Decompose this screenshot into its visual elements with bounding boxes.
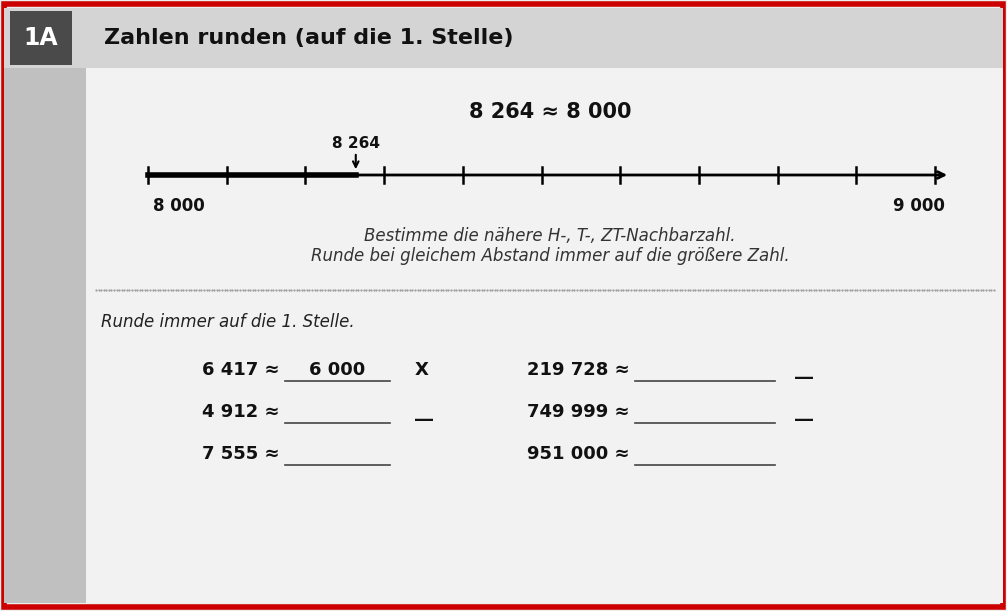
Text: 6 000: 6 000 [309,361,366,379]
Text: 951 000 ≈: 951 000 ≈ [528,445,630,463]
Bar [4,68,86,603]
Text: 749 999 ≈: 749 999 ≈ [528,403,630,421]
Text: 8 264 ≈ 8 000: 8 264 ≈ 8 000 [468,102,631,122]
Text: 4 912 ≈: 4 912 ≈ [202,403,280,421]
Text: X: X [415,361,429,379]
Text: __: __ [795,403,813,421]
Text: 8 264: 8 264 [331,136,380,151]
Text: Runde immer auf die 1. Stelle.: Runde immer auf die 1. Stelle. [101,313,354,331]
Text: Bestimme die nähere H-, T-, ZT-Nachbarzahl.: Bestimme die nähere H-, T-, ZT-Nachbarza… [365,227,736,245]
Text: 6 417 ≈: 6 417 ≈ [202,361,280,379]
Text: __: __ [415,403,433,421]
Text: 7 555 ≈: 7 555 ≈ [202,445,280,463]
Text: 219 728 ≈: 219 728 ≈ [528,361,630,379]
Bar [10,11,71,65]
Bar [4,8,1003,68]
Text: 9 000: 9 000 [893,197,945,215]
Text: Zahlen runden (auf die 1. Stelle): Zahlen runden (auf die 1. Stelle) [104,28,514,48]
Text: 1A: 1A [24,26,58,50]
Text: __: __ [795,361,813,379]
Text: Runde bei gleichem Abstand immer auf die größere Zahl.: Runde bei gleichem Abstand immer auf die… [311,247,789,265]
Bar [86,68,1003,603]
Text: 8 000: 8 000 [153,197,204,215]
